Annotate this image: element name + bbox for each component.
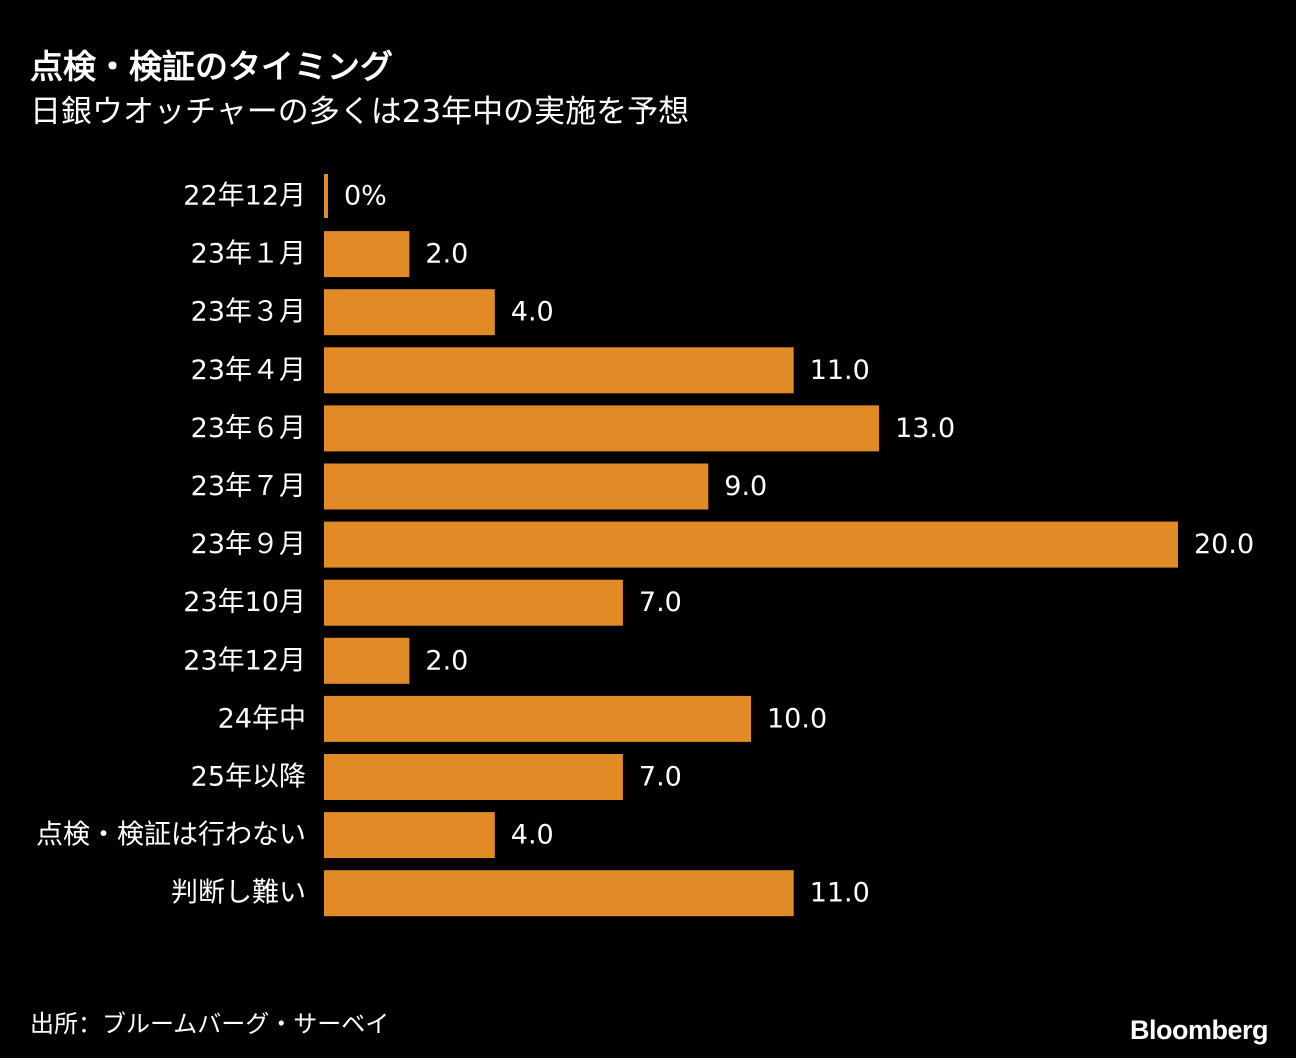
value-label: 9.0 [724, 471, 767, 502]
category-label: 23年10月 [183, 587, 306, 618]
value-label: 4.0 [511, 820, 554, 851]
bar [324, 521, 1178, 568]
value-label: 2.0 [425, 645, 468, 676]
bar [324, 463, 709, 510]
category-label: 23年７月 [191, 471, 306, 502]
bar [324, 289, 495, 336]
bar [324, 637, 410, 684]
chart-subtitle: 日銀ウオッチャーの多くは23年中の実施を予想 [30, 94, 690, 130]
category-label: 25年以降 [191, 762, 306, 793]
bar [324, 579, 623, 626]
value-label: 11.0 [810, 355, 870, 386]
value-label: 7.0 [639, 762, 682, 793]
value-label: 11.0 [810, 878, 870, 909]
category-label: 23年６月 [191, 413, 306, 444]
bloomberg-logo: Bloomberg [1129, 1015, 1269, 1045]
category-label: 23年１月 [191, 239, 306, 270]
value-label: 4.0 [511, 297, 554, 328]
value-label: 2.0 [425, 239, 468, 270]
chart-title: 点検・検証のタイミング [30, 47, 393, 86]
category-label: 点検・検証は行わない [36, 820, 306, 851]
value-label: 10.0 [767, 703, 827, 734]
bar [324, 754, 623, 800]
category-label: 23年12月 [183, 645, 306, 676]
category-label: 22年12月 [183, 181, 306, 212]
source-note: 出所：ブルームバーグ・サーベイ [30, 1010, 390, 1038]
value-label: 13.0 [895, 413, 955, 444]
bar [324, 347, 794, 394]
bar [324, 695, 751, 742]
category-label: 判断し難い [171, 878, 306, 909]
bar [324, 231, 410, 278]
category-label: 23年９月 [191, 529, 306, 560]
bar [324, 174, 328, 218]
category-label: 23年４月 [191, 355, 306, 386]
bar [324, 812, 495, 859]
bar [324, 870, 794, 917]
value-label: 20.0 [1194, 529, 1254, 560]
bar [324, 405, 880, 452]
value-label: 7.0 [639, 587, 682, 618]
value-label: 0% [344, 181, 387, 212]
category-label: 24年中 [218, 703, 306, 734]
category-label: 23年３月 [191, 297, 306, 328]
